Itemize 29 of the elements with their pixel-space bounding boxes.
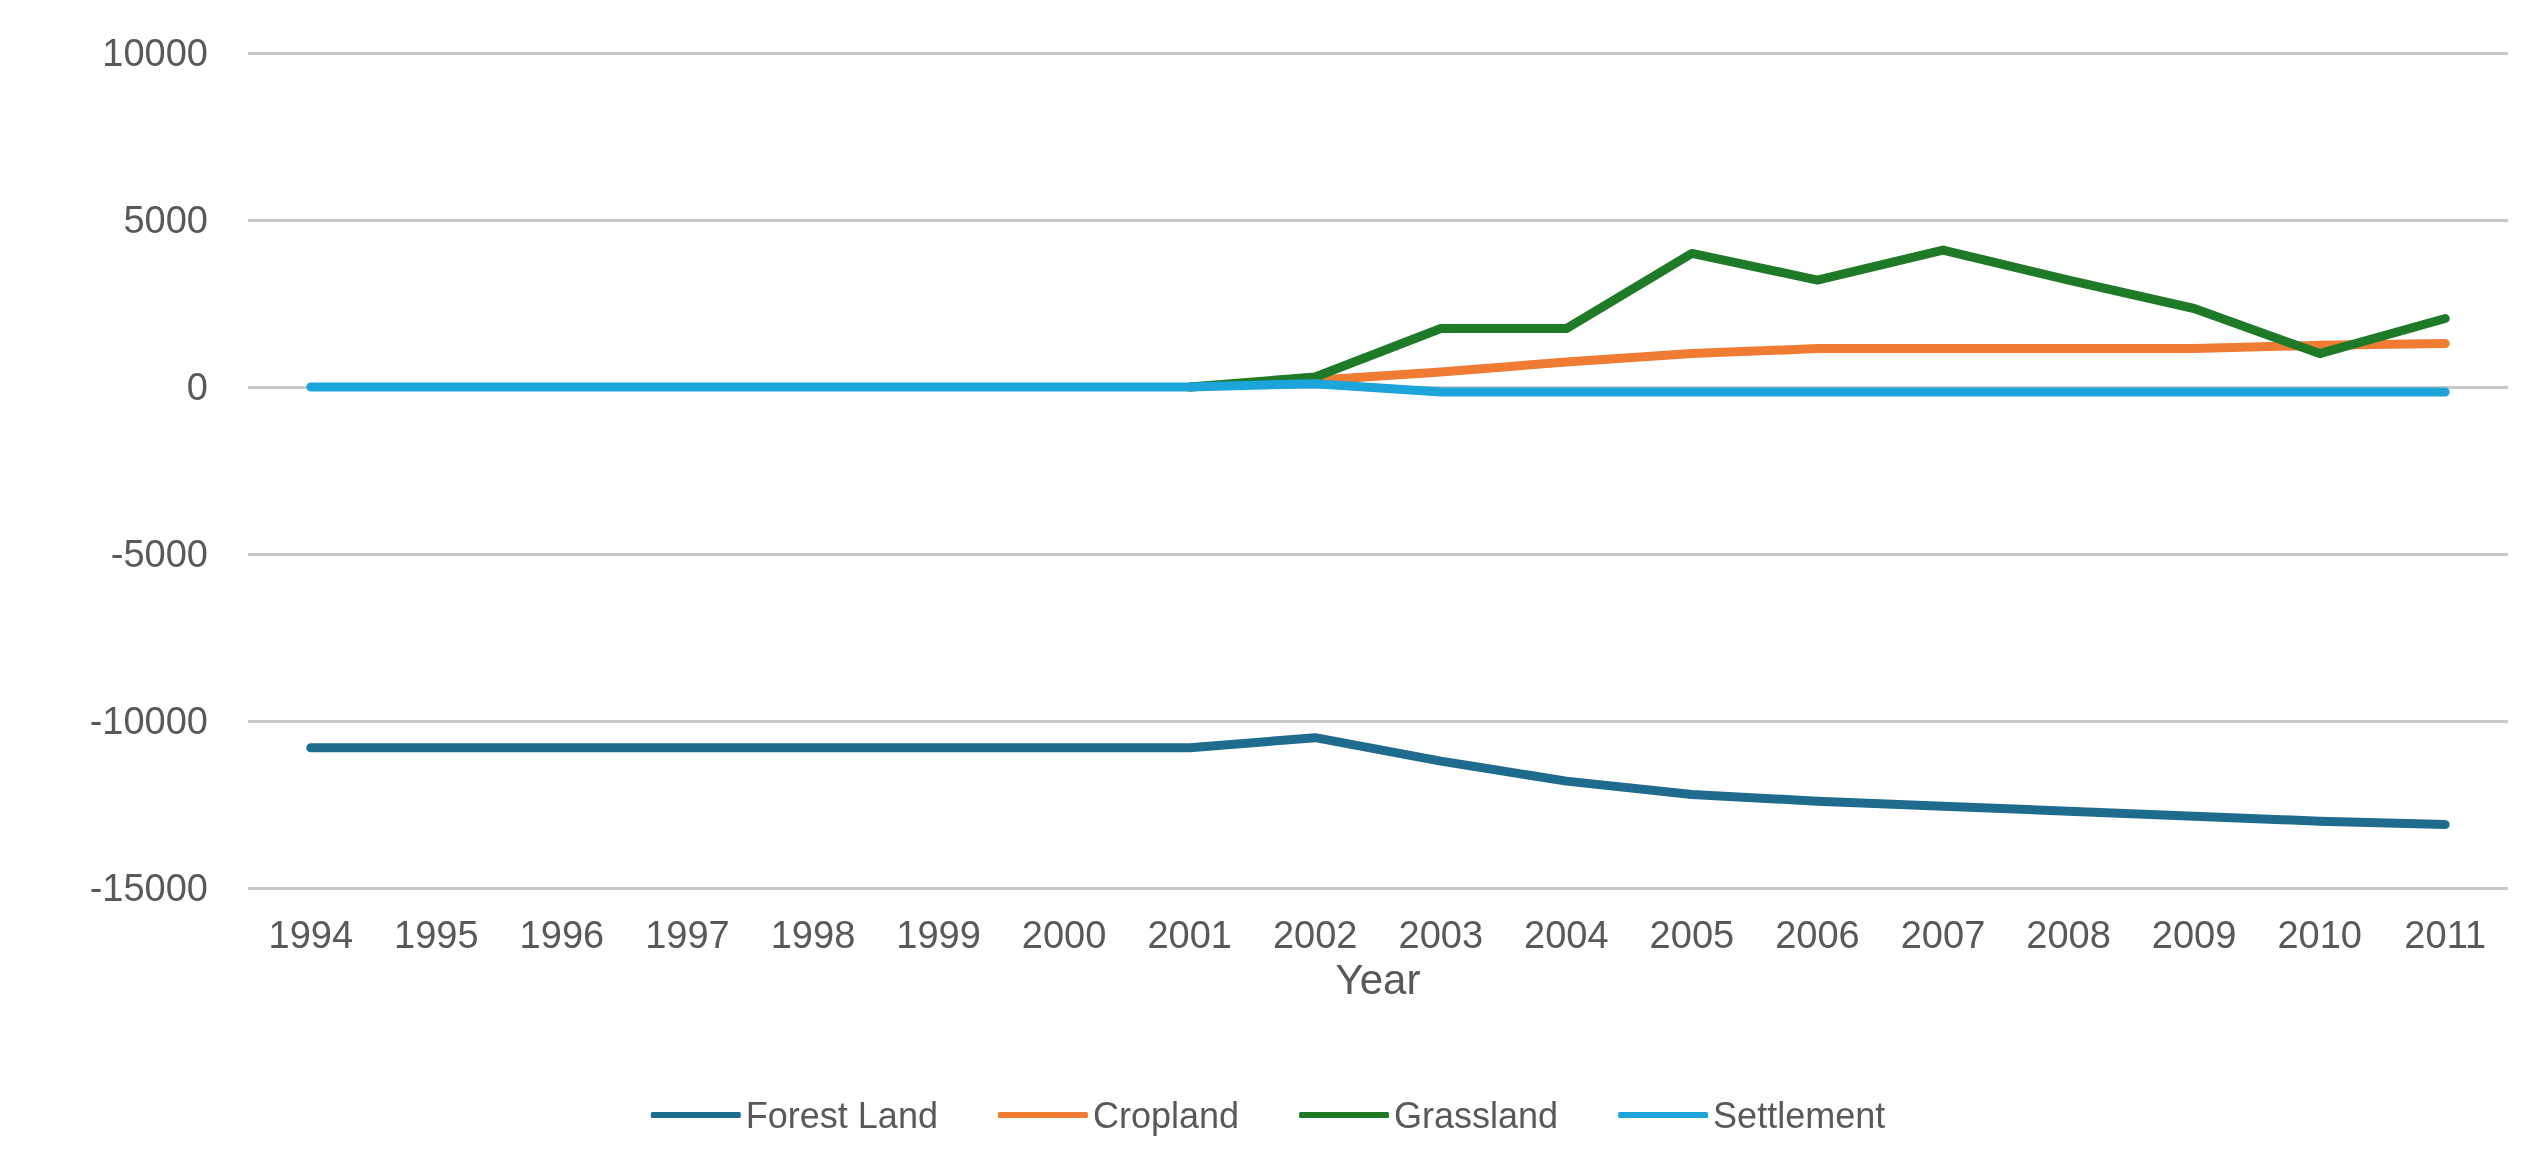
y-tick-label: -5000 <box>110 533 208 575</box>
x-tick-label: 2007 <box>1900 914 1986 956</box>
y-tick-label: -10000 <box>89 700 208 742</box>
legend-label: Grassland <box>1394 1094 1559 1136</box>
x-tick-label: 1997 <box>645 914 730 956</box>
x-tick-label: 2010 <box>2277 914 2362 956</box>
y-tick-label: -15000 <box>89 867 208 909</box>
x-tick-label: 2004 <box>1524 914 1609 956</box>
legend-label: Settlement <box>1713 1094 1886 1136</box>
y-tick-label: 0 <box>186 366 208 408</box>
x-tick-label: 2000 <box>1021 914 1107 956</box>
x-tick-label: 1994 <box>268 914 354 956</box>
y-tick-label: 5000 <box>123 199 208 241</box>
x-tick-label: 1995 <box>394 914 479 956</box>
x-tick-label: 2009 <box>2151 914 2237 956</box>
x-axis-title: Year <box>1335 956 1421 1004</box>
x-tick-label: 2003 <box>1398 914 1484 956</box>
x-tick-label: 2002 <box>1272 914 1358 956</box>
x-tick-label: 1996 <box>519 914 605 956</box>
legend-label: Forest Land <box>745 1094 938 1136</box>
x-tick-label: 2011 <box>2404 914 2487 956</box>
x-tick-label: 2006 <box>1775 914 1860 956</box>
x-tick-label: 2008 <box>2026 914 2111 956</box>
x-tick-label: 2001 <box>1147 914 1232 956</box>
x-tick-label: 1999 <box>896 914 981 956</box>
x-tick-label: 1998 <box>770 914 856 956</box>
legend-label: Cropland <box>1092 1094 1240 1136</box>
y-tick-label: 10000 <box>102 32 208 74</box>
x-tick-label: 2005 <box>1649 914 1735 956</box>
